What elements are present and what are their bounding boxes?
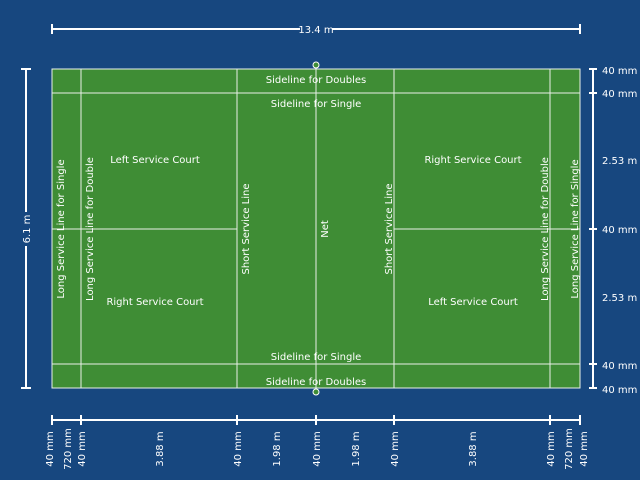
long-service-double-right: Long Service Line for Double xyxy=(540,157,551,301)
right-dimension-label: 2.53 m xyxy=(602,293,637,304)
short-service-right: Short Service Line xyxy=(384,184,395,275)
bottom-dimension-label: 40 mm xyxy=(546,431,557,466)
right-dimension-label: 2.53 m xyxy=(602,156,637,167)
right-dimension-label: 40 mm xyxy=(602,225,637,236)
width-dimension: 6.1 m xyxy=(20,68,33,389)
bottom-dimension-label: 40 mm xyxy=(390,431,401,466)
bottom-dimension-label: 40 mm xyxy=(45,431,56,466)
right-dimension-label: 40 mm xyxy=(602,361,637,372)
long-service-single-right: Long Service Line for Single xyxy=(570,159,581,298)
bottom-dimension-label: 720 mm xyxy=(63,428,74,470)
left-service-court-right: Left Service Court xyxy=(428,297,518,308)
net-post-icon xyxy=(312,61,320,69)
width-label: 6.1 m xyxy=(22,215,33,244)
net-post-icon xyxy=(312,388,320,396)
left-service-court-left: Left Service Court xyxy=(110,155,200,166)
right-service-court-left: Right Service Court xyxy=(106,297,203,308)
bottom-dimension-label: 3.88 m xyxy=(468,431,479,466)
sideline-single-bottom: Sideline for Single xyxy=(271,352,362,363)
long-service-single-left: Long Service Line for Single xyxy=(56,159,67,298)
bottom-dimension-label: 720 mm xyxy=(564,428,575,470)
right-service-court-right: Right Service Court xyxy=(424,155,521,166)
bottom-dimension-label: 40 mm xyxy=(312,431,323,466)
sideline-single-top: Sideline for Single xyxy=(271,99,362,110)
length-label: 13.4 m xyxy=(298,25,333,36)
bottom-dimension-label: 40 mm xyxy=(579,431,590,466)
right-dimension: 40 mm 40 mm 2.53 m 40 mm 2.53 m 40 mm 40 mm xyxy=(589,66,637,396)
bottom-dimension-label: 1.98 m xyxy=(272,431,283,466)
right-dimension-label: 40 mm xyxy=(602,385,637,396)
bottom-dimension-label: 3.88 m xyxy=(155,431,166,466)
net-label: Net xyxy=(320,220,331,238)
bottom-dimension-label: 1.98 m xyxy=(351,431,362,466)
right-dimension-label: 40 mm xyxy=(602,66,637,77)
bottom-dimension-label: 40 mm xyxy=(233,431,244,466)
length-dimension: 13.4 m xyxy=(51,23,581,36)
sideline-doubles-top: Sideline for Doubles xyxy=(266,75,366,86)
bottom-dimension-label: 40 mm xyxy=(77,431,88,466)
short-service-left: Short Service Line xyxy=(241,184,252,275)
right-dimension-label: 40 mm xyxy=(602,89,637,100)
long-service-double-left: Long Service Line for Double xyxy=(85,157,96,301)
bottom-dimension: 40 mm 720 mm 40 mm 3.88 m 40 mm 1.98 m 40 mm 1.… xyxy=(45,415,590,470)
court: Sideline for Doubles Sideline for Single… xyxy=(51,61,581,396)
sideline-doubles-bottom: Sideline for Doubles xyxy=(266,377,366,388)
